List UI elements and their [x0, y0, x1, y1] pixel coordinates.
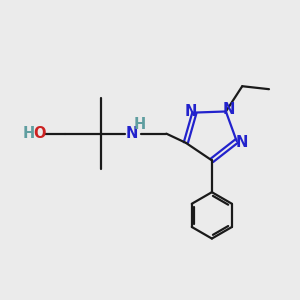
- Text: N: N: [236, 135, 248, 150]
- Text: N: N: [184, 103, 197, 118]
- Text: N: N: [126, 126, 138, 141]
- Text: O: O: [33, 126, 45, 141]
- Text: N: N: [223, 103, 235, 118]
- Text: H: H: [133, 117, 145, 132]
- Text: H: H: [23, 126, 35, 141]
